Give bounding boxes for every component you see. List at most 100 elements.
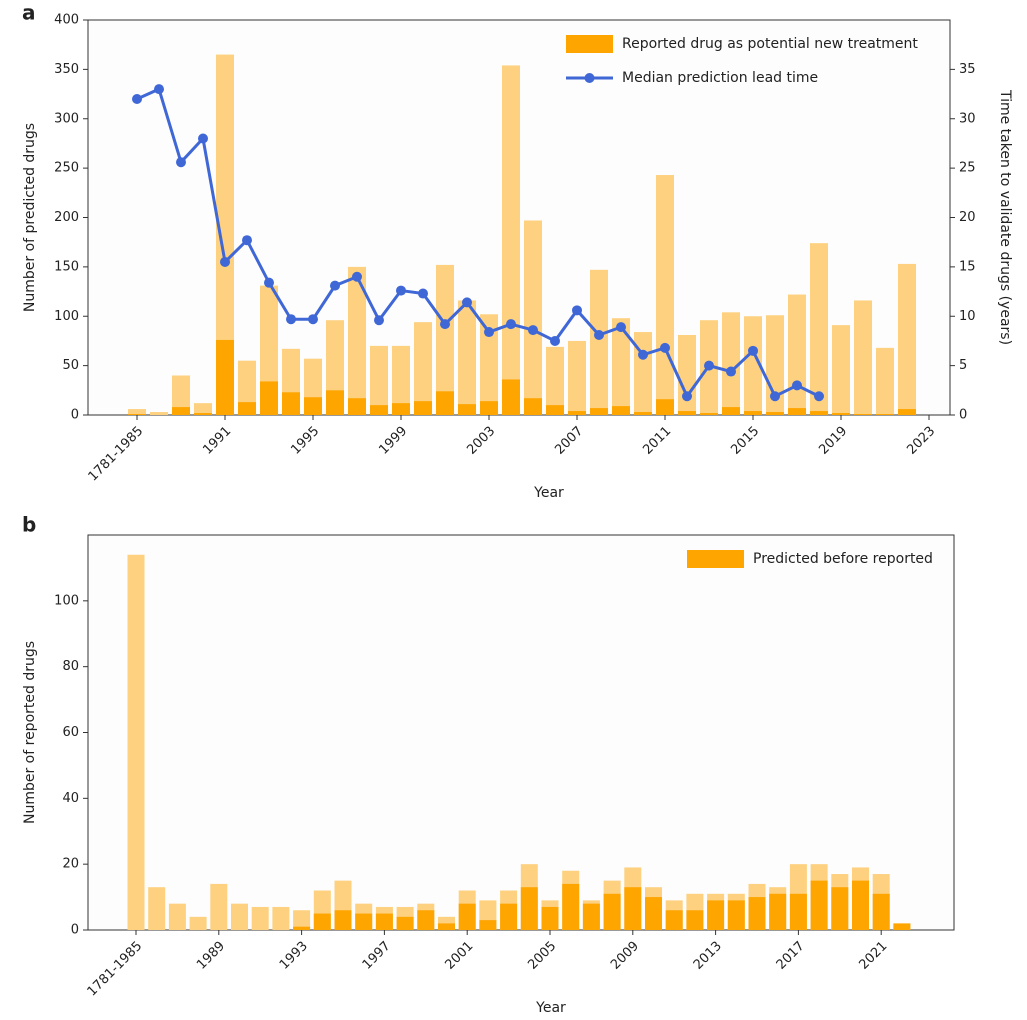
- y-tick-label: 100: [54, 309, 79, 324]
- line-point: [506, 319, 516, 330]
- line-point: [176, 157, 186, 168]
- bar: [479, 920, 497, 930]
- line-point: [440, 319, 450, 330]
- y-tick-label: 400: [54, 13, 79, 28]
- y-tick-label: 40: [62, 791, 79, 806]
- line-point: [308, 314, 318, 325]
- bar: [562, 883, 580, 930]
- y-tick-label: 60: [62, 725, 79, 740]
- bar: [210, 883, 228, 930]
- bar: [396, 916, 414, 930]
- bar: [348, 266, 366, 415]
- x-tick-label: 1781-1985: [85, 939, 146, 1000]
- bar: [293, 926, 311, 930]
- bar: [438, 923, 455, 930]
- bar: [524, 220, 542, 415]
- bar: [348, 398, 366, 415]
- bar: [852, 880, 869, 930]
- bar: [414, 322, 432, 415]
- bar: [568, 340, 586, 415]
- x-tick-label: 2015: [728, 424, 762, 458]
- bar: [766, 412, 784, 415]
- bar: [194, 403, 212, 415]
- bar: [744, 411, 762, 415]
- x-tick-label: 1997: [360, 939, 394, 973]
- bar: [854, 300, 872, 415]
- y-tick-label: 50: [62, 358, 79, 373]
- bar: [612, 406, 630, 415]
- y-tick-label: 80: [62, 659, 79, 674]
- line-point: [770, 391, 780, 402]
- bar: [480, 314, 498, 415]
- bar: [727, 900, 745, 930]
- bar: [189, 916, 207, 930]
- bar: [238, 360, 256, 415]
- bar: [876, 414, 894, 415]
- bar: [854, 414, 872, 415]
- line-point: [704, 360, 714, 371]
- bar: [665, 910, 683, 930]
- bar: [590, 269, 608, 415]
- x-tick-label: 1781-1985: [86, 424, 147, 485]
- bar: [251, 906, 269, 930]
- bar: [748, 897, 766, 930]
- y-tick-label: 100: [54, 593, 79, 608]
- y-tick-label: 0: [71, 408, 79, 423]
- x-tick-label: 2007: [552, 424, 586, 458]
- line-point: [154, 84, 164, 95]
- bar: [678, 335, 696, 415]
- x-tick-label: 2017: [774, 939, 808, 973]
- line-point: [528, 325, 538, 336]
- bar: [216, 339, 234, 415]
- bar: [546, 346, 564, 415]
- bar: [832, 413, 850, 415]
- panel-label: a: [22, 1, 36, 25]
- bar: [127, 554, 145, 930]
- bar: [231, 903, 248, 930]
- x-tick-label: 2001: [442, 939, 476, 973]
- bar: [502, 65, 520, 416]
- line-point: [198, 133, 208, 144]
- bar: [678, 411, 696, 415]
- y2-tick-label: 15: [959, 259, 976, 274]
- y-tick-label: 20: [62, 857, 79, 872]
- bar: [524, 398, 542, 415]
- bar: [436, 264, 454, 415]
- bar: [590, 408, 608, 415]
- line-point: [330, 280, 340, 291]
- legend-swatch: [687, 550, 744, 568]
- bar: [603, 893, 621, 930]
- bar: [260, 381, 278, 415]
- bar: [893, 923, 911, 930]
- bar: [436, 391, 454, 415]
- legend-label: Median prediction lead time: [622, 70, 818, 86]
- x-tick-label: 1999: [376, 424, 410, 458]
- bar: [168, 903, 186, 930]
- bar: [898, 409, 916, 415]
- legend-label: Reported drug as potential new treatment: [622, 36, 918, 52]
- y2-tick-label: 30: [959, 111, 976, 126]
- bar: [789, 893, 807, 930]
- y-tick-label: 0: [71, 923, 79, 938]
- line-point: [682, 391, 692, 402]
- x-tick-label: 2011: [640, 424, 674, 458]
- bar: [831, 887, 849, 930]
- bar: [334, 910, 352, 930]
- bar: [128, 409, 146, 415]
- line-point: [264, 277, 274, 288]
- x-tick-label: 2009: [608, 939, 642, 973]
- bar: [502, 379, 520, 415]
- line-point: [462, 297, 472, 308]
- bar: [722, 407, 740, 415]
- y-axis-label: Number of predicted drugs: [22, 123, 38, 312]
- bar: [480, 401, 498, 415]
- x-tick-label: 2005: [525, 939, 559, 973]
- line-point: [748, 345, 758, 356]
- bar: [872, 893, 890, 930]
- line-point: [242, 235, 252, 246]
- bar: [769, 893, 787, 930]
- legend-label: Predicted before reported: [753, 551, 933, 567]
- bar: [744, 316, 762, 415]
- line-point: [396, 285, 406, 296]
